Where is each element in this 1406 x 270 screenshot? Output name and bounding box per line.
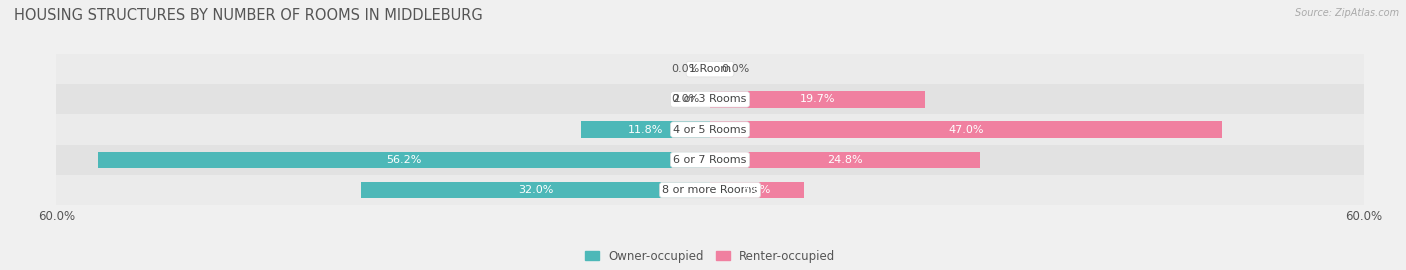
Bar xyxy=(56,145,1364,175)
Bar xyxy=(56,175,1364,205)
Bar xyxy=(710,182,804,198)
Text: 11.8%: 11.8% xyxy=(628,124,664,135)
Bar xyxy=(56,114,1364,145)
Bar xyxy=(582,121,710,138)
Text: 4 or 5 Rooms: 4 or 5 Rooms xyxy=(673,124,747,135)
Bar xyxy=(97,151,710,168)
Bar xyxy=(56,54,1364,84)
Bar xyxy=(361,182,710,198)
Bar xyxy=(710,121,1222,138)
Text: 0.0%: 0.0% xyxy=(671,94,699,104)
Bar xyxy=(710,151,980,168)
Text: 19.7%: 19.7% xyxy=(800,94,835,104)
Bar xyxy=(56,84,1364,114)
Text: 1 Room: 1 Room xyxy=(689,64,731,74)
Text: 0.0%: 0.0% xyxy=(721,64,749,74)
Text: 6 or 7 Rooms: 6 or 7 Rooms xyxy=(673,155,747,165)
Text: 0.0%: 0.0% xyxy=(671,64,699,74)
Legend: Owner-occupied, Renter-occupied: Owner-occupied, Renter-occupied xyxy=(585,250,835,263)
Text: 32.0%: 32.0% xyxy=(517,185,554,195)
Text: 8.6%: 8.6% xyxy=(742,185,770,195)
Bar xyxy=(710,91,925,108)
Text: 47.0%: 47.0% xyxy=(949,124,984,135)
Text: HOUSING STRUCTURES BY NUMBER OF ROOMS IN MIDDLEBURG: HOUSING STRUCTURES BY NUMBER OF ROOMS IN… xyxy=(14,8,482,23)
Text: 2 or 3 Rooms: 2 or 3 Rooms xyxy=(673,94,747,104)
Text: Source: ZipAtlas.com: Source: ZipAtlas.com xyxy=(1295,8,1399,18)
Text: 56.2%: 56.2% xyxy=(387,155,422,165)
Text: 24.8%: 24.8% xyxy=(827,155,863,165)
Text: 8 or more Rooms: 8 or more Rooms xyxy=(662,185,758,195)
